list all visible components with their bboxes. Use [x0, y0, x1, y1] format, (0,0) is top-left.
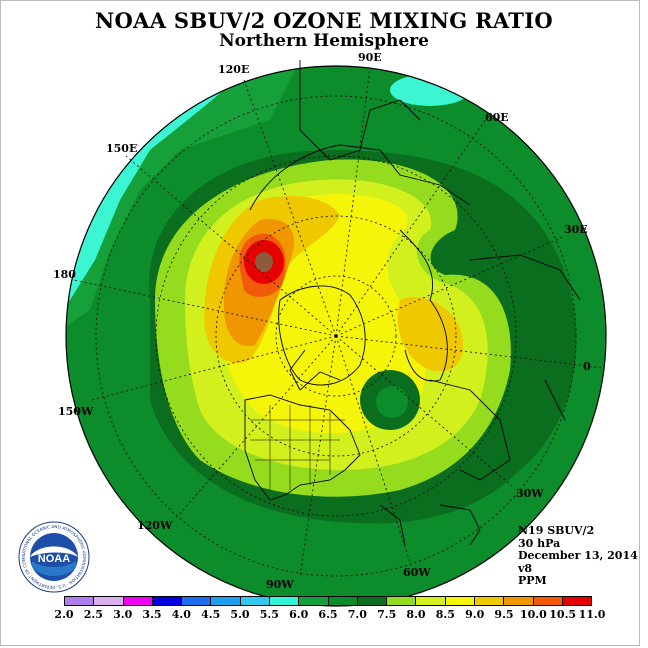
colorbar-tick-label: 10.5	[549, 608, 577, 621]
colorbar-swatch	[65, 597, 95, 605]
colorbar-tick-label: 7.0	[347, 608, 367, 621]
africa-north-coast	[429, 379, 511, 481]
latitude-circle-50	[215, 215, 457, 457]
noaa-logo: NOAA NATIONAL OCEANIC AND ATMOSPHERIC AD…	[18, 521, 90, 593]
region-11.0	[255, 252, 273, 272]
meridian-90e	[335, 67, 371, 337]
lon-label-90e: 90E	[358, 51, 382, 64]
info-version: v8	[518, 561, 533, 575]
colorbar-swatch	[387, 597, 417, 605]
meridian-30w	[335, 335, 513, 487]
meridian-90w	[299, 335, 337, 577]
region-9.0-east	[397, 296, 464, 372]
colorbar-swatch	[94, 597, 124, 605]
colorbar-tick-label: 11.0	[578, 608, 606, 621]
colorbar-tick-label: 6.0	[289, 608, 309, 621]
colorbar-tick-label: 3.5	[142, 608, 162, 621]
colorbar-tick-label: 4.5	[201, 608, 221, 621]
canada-islands	[289, 349, 341, 391]
lon-label-180: 180	[53, 268, 76, 281]
lon-label-150e: 150E	[106, 142, 138, 155]
siberia-coast	[249, 144, 471, 211]
colorbar-tick-label: 9.5	[494, 608, 514, 621]
colorbar-tick-label: 8.0	[406, 608, 426, 621]
colorbar-swatch	[562, 597, 592, 605]
colorbar-tick-label: 6.5	[318, 608, 338, 621]
region-6.5-low	[376, 386, 408, 418]
colorbar-swatch	[123, 597, 153, 605]
colorbar-tick-label: 7.5	[377, 608, 397, 621]
meridian-120w	[175, 335, 337, 519]
info-units: PPM	[518, 574, 547, 587]
lon-label-150w: 150W	[58, 405, 94, 418]
colorbar-swatch	[445, 597, 475, 605]
lon-label-60e: 60E	[485, 111, 509, 124]
south-america-coast	[379, 504, 481, 546]
colorbar-tick-label: 2.0	[54, 608, 74, 621]
colorbar-tick-label: 8.5	[435, 608, 455, 621]
lon-label-60w: 60W	[403, 566, 431, 579]
colorbar-tick-label: 5.0	[230, 608, 250, 621]
colorbar-swatch	[474, 597, 505, 605]
colorbar-swatch	[504, 597, 534, 605]
lon-label-30e: 30E	[564, 223, 588, 236]
colorbar-tick-label: 10.0	[519, 608, 547, 621]
meridian-150w	[91, 335, 337, 401]
colorbar-ticks: 2.0 2.5 3.0 3.5 4.0 4.5 5.0 5.5 6.0 6.5 7.0 7.5 8.0 8…	[54, 608, 605, 622]
graticule	[73, 67, 605, 577]
colorbar-swatch	[211, 597, 241, 605]
map-title: NOAA SBUV/2 OZONE MIXING RATIO	[95, 8, 553, 33]
colorbar-swatch	[357, 597, 388, 605]
lon-label-30w: 30W	[516, 487, 544, 500]
colorbar-swatch	[182, 597, 212, 605]
colorbar-swatch	[416, 597, 446, 605]
colorbar-tick-label: 5.5	[259, 608, 279, 621]
noaa-logo-text: NOAA	[38, 553, 70, 565]
colorbar-swatch	[269, 597, 300, 605]
map-subtitle: Northern Hemisphere	[219, 31, 429, 51]
colorbar-swatch	[299, 597, 329, 605]
europe-coast	[399, 229, 448, 382]
meridian-120e	[243, 79, 337, 337]
colorbar-tick-label: 3.0	[113, 608, 133, 621]
asia-coast	[299, 60, 421, 161]
colorbar-swatch	[328, 597, 358, 605]
latitude-circle-30	[155, 155, 517, 517]
colorbar-swatch	[533, 597, 563, 605]
colorbar-tick-label: 9.0	[465, 608, 485, 621]
latitude-circle-10	[95, 95, 577, 577]
region-5.5-north	[390, 74, 470, 106]
info-pressure: 30 hPa	[518, 536, 561, 550]
colorbar-swatch	[240, 597, 270, 605]
colorbar	[64, 596, 592, 606]
colorbar-tick-label: 2.5	[83, 608, 103, 621]
dataset-info: N19 SBUV/2 30 hPa December 13, 2014 v8 P…	[518, 524, 638, 588]
colorbar-swatch	[152, 597, 183, 605]
coastlines	[244, 60, 581, 546]
north-america-outline	[244, 394, 361, 501]
state-borders	[250, 405, 345, 490]
meridian-150e	[125, 155, 337, 337]
colorbar-tick-label: 4.0	[171, 608, 191, 621]
latitude-circle-70	[275, 275, 397, 397]
greenland-arctic-outline	[278, 285, 366, 386]
lon-label-90w: 90W	[266, 578, 294, 591]
lon-label-0: 0	[583, 360, 591, 373]
meridian-30e	[335, 235, 566, 337]
lon-label-120w: 120W	[137, 519, 173, 532]
asia-interior	[469, 254, 581, 421]
info-satellite: N19 SBUV/2	[518, 524, 595, 537]
map-border	[65, 65, 607, 607]
info-date: December 13, 2014	[518, 549, 638, 562]
lon-label-120e: 120E	[218, 63, 250, 76]
